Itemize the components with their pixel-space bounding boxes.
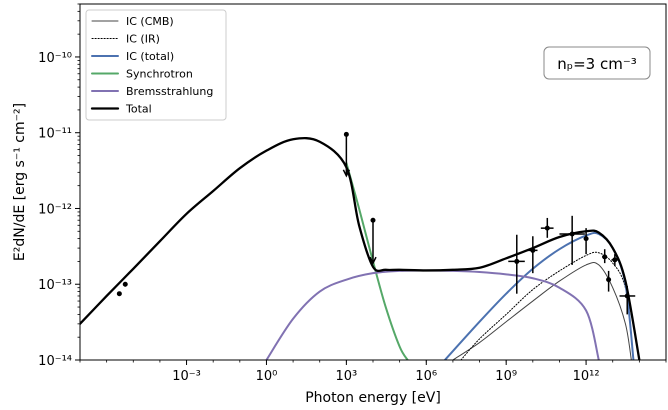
- legend-label: Bremsstrahlung: [126, 85, 213, 98]
- data-point-marker: [569, 231, 575, 237]
- y-tick-label: 10⁻¹⁴: [38, 354, 72, 369]
- data-point: [508, 234, 525, 294]
- data-point-marker: [122, 281, 128, 287]
- data-point-marker: [116, 291, 122, 297]
- legend: IC (CMB) IC (IR) IC (total) Synchrotron Brem…: [85, 9, 227, 121]
- annotation-box: [543, 46, 651, 80]
- upper-limit-point: [342, 131, 351, 178]
- series-line-ic-cmb: [452, 261, 632, 360]
- legend-label: IC (total): [126, 50, 174, 63]
- legend-label: Total: [125, 103, 152, 116]
- x-axis-label: Photon energy [eV]: [305, 390, 441, 406]
- legend-label: IC (CMB): [126, 15, 174, 28]
- data-point-marker: [343, 131, 349, 137]
- annotation-text: nₚ=3 cm⁻³: [557, 55, 637, 73]
- legend-item-ic-ir: IC (IR): [91, 33, 160, 46]
- data-point: [122, 281, 128, 287]
- upper-limit-point: [369, 217, 377, 265]
- legend-label: IC (IR): [126, 33, 160, 46]
- x-tick-label: 10⁹: [495, 369, 517, 384]
- data-point: [116, 291, 122, 297]
- upper-limit-arrow: [369, 256, 377, 265]
- data-point-marker: [602, 254, 608, 260]
- data-point: [602, 249, 608, 264]
- data-point: [606, 270, 612, 292]
- data-point: [619, 285, 636, 315]
- series-line-ic-ir: [460, 251, 640, 360]
- x-tick-label: 10¹²: [573, 369, 600, 384]
- curves-layer: [80, 137, 641, 360]
- data-point-marker: [606, 277, 612, 283]
- data-point: [559, 215, 585, 265]
- x-tick-label: 10⁶: [415, 369, 437, 384]
- data-point: [611, 254, 619, 266]
- x-tick-label: 10³: [335, 369, 357, 384]
- legend-item-ic-total: IC (total): [91, 50, 174, 63]
- data-point-marker: [544, 225, 550, 231]
- y-tick-label: 10⁻¹¹: [38, 127, 72, 142]
- upper-limit-arrow: [342, 169, 351, 178]
- data-point: [540, 217, 554, 238]
- legend-items: IC (CMB) IC (IR) IC (total) Synchrotron Brem…: [90, 15, 213, 116]
- data-point-marker: [514, 258, 520, 264]
- data-points-layer: [116, 131, 636, 315]
- legend-item-ic-cmb: IC (CMB): [91, 15, 174, 28]
- y-tick-label: 10⁻¹⁰: [38, 51, 72, 66]
- data-point-marker: [370, 217, 376, 223]
- y-tick-label: 10⁻¹²: [38, 202, 72, 217]
- legend-item-bremsstrahlung: Bremsstrahlung: [91, 85, 213, 98]
- density-annotation: nₚ=3 cm⁻³: [543, 46, 651, 80]
- x-tick-label: 10⁻³: [172, 369, 201, 384]
- y-tick-label: 10⁻¹³: [38, 278, 72, 293]
- series-line-total: [80, 137, 641, 360]
- series-line-bremsstrahlung: [265, 269, 600, 360]
- axes-layer: 10⁻³ 10⁰ 10³ 10⁶ 10⁹ 10¹² 10⁻¹⁴ 10⁻¹³ 10⁻¹² 10⁻¹¹…: [38, 3, 667, 384]
- legend-label: Synchrotron: [126, 68, 193, 81]
- legend-item-synchrotron: Synchrotron: [91, 68, 193, 81]
- y-axis-label: E²dN/dE [erg s⁻¹ cm⁻²]: [12, 103, 28, 261]
- legend-box: [85, 9, 227, 121]
- data-point-marker: [612, 257, 618, 263]
- series-line-synchrotron: [345, 161, 409, 360]
- data-point: [526, 236, 538, 274]
- data-point-marker: [624, 293, 630, 299]
- data-point-marker: [583, 236, 589, 242]
- data-point-marker: [530, 247, 536, 253]
- x-tick-label: 10⁰: [256, 369, 278, 384]
- data-point: [583, 228, 589, 255]
- legend-item-total: Total: [90, 103, 152, 116]
